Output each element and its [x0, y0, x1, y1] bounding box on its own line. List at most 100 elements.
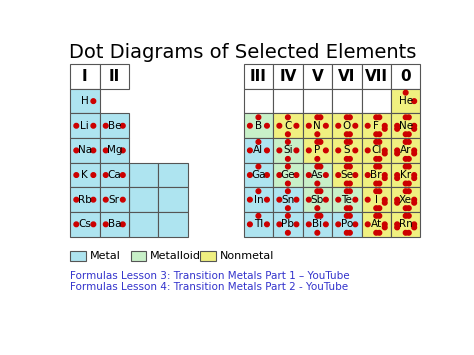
Bar: [391, 187, 420, 212]
Circle shape: [403, 115, 408, 120]
Bar: [273, 114, 302, 138]
Circle shape: [256, 189, 261, 193]
Circle shape: [374, 115, 379, 120]
Circle shape: [374, 230, 379, 235]
Circle shape: [383, 197, 387, 202]
Bar: [302, 114, 332, 138]
Circle shape: [377, 157, 382, 161]
Circle shape: [365, 173, 370, 178]
Text: VII: VII: [365, 69, 388, 84]
Text: Li: Li: [81, 121, 89, 131]
Bar: [302, 163, 332, 187]
Text: Na: Na: [78, 146, 92, 155]
Circle shape: [403, 230, 408, 235]
Circle shape: [336, 148, 341, 153]
Circle shape: [315, 140, 319, 144]
Bar: [273, 212, 302, 237]
Circle shape: [91, 124, 96, 128]
Text: III: III: [250, 69, 267, 84]
Circle shape: [324, 148, 328, 153]
Text: As: As: [311, 170, 324, 180]
Text: Ne: Ne: [399, 121, 413, 131]
Circle shape: [336, 197, 341, 202]
Circle shape: [294, 173, 299, 178]
Text: Ca: Ca: [108, 170, 121, 180]
Circle shape: [383, 222, 387, 226]
Circle shape: [345, 214, 349, 218]
Circle shape: [91, 222, 96, 226]
Bar: [100, 114, 129, 138]
Text: Tl: Tl: [254, 219, 263, 229]
Circle shape: [315, 115, 319, 120]
Circle shape: [395, 151, 400, 156]
Text: Sb: Sb: [310, 195, 324, 205]
Circle shape: [347, 140, 352, 144]
Bar: [130, 251, 146, 261]
Text: Dot Diagrams of Selected Elements: Dot Diagrams of Selected Elements: [69, 43, 417, 62]
Circle shape: [365, 148, 370, 153]
Circle shape: [285, 206, 290, 211]
Circle shape: [347, 230, 352, 235]
Text: VI: VI: [338, 69, 356, 84]
Text: Nonmetal: Nonmetal: [219, 251, 274, 261]
Circle shape: [395, 225, 400, 230]
Circle shape: [365, 124, 370, 128]
Circle shape: [277, 173, 282, 178]
Circle shape: [247, 148, 252, 153]
Circle shape: [406, 164, 411, 169]
Circle shape: [412, 197, 417, 202]
Text: Ba: Ba: [108, 219, 121, 229]
Circle shape: [307, 197, 311, 202]
Circle shape: [324, 124, 328, 128]
Circle shape: [347, 157, 352, 161]
Circle shape: [315, 206, 319, 211]
Bar: [391, 89, 420, 114]
Circle shape: [374, 132, 379, 137]
Bar: [129, 187, 158, 212]
Circle shape: [345, 157, 349, 161]
Circle shape: [294, 148, 299, 153]
Text: H: H: [81, 96, 89, 106]
Circle shape: [365, 197, 370, 202]
Circle shape: [403, 181, 408, 186]
Circle shape: [324, 197, 328, 202]
Text: IV: IV: [279, 69, 297, 84]
Bar: [362, 114, 391, 138]
Circle shape: [264, 148, 269, 153]
Circle shape: [247, 222, 252, 226]
Circle shape: [307, 148, 311, 153]
Bar: [201, 251, 216, 261]
Circle shape: [374, 157, 379, 161]
Circle shape: [406, 214, 411, 218]
Circle shape: [256, 214, 261, 218]
Circle shape: [285, 140, 290, 144]
Circle shape: [383, 201, 387, 205]
Circle shape: [103, 148, 108, 153]
Circle shape: [74, 173, 79, 178]
Circle shape: [395, 222, 400, 226]
Bar: [332, 89, 362, 114]
Circle shape: [347, 214, 352, 218]
Circle shape: [412, 201, 417, 205]
Circle shape: [345, 189, 349, 193]
Bar: [391, 212, 420, 237]
Circle shape: [256, 164, 261, 169]
Circle shape: [406, 181, 411, 186]
Circle shape: [264, 124, 269, 128]
Circle shape: [403, 157, 408, 161]
Circle shape: [307, 222, 311, 226]
Bar: [158, 212, 188, 237]
Circle shape: [103, 173, 108, 178]
Text: Al: Al: [254, 146, 264, 155]
Bar: [391, 114, 420, 138]
Bar: [273, 64, 302, 89]
Bar: [332, 64, 362, 89]
Bar: [70, 251, 86, 261]
Bar: [70, 89, 100, 114]
Circle shape: [374, 214, 379, 218]
Circle shape: [91, 148, 96, 153]
Text: Se: Se: [340, 170, 353, 180]
Circle shape: [403, 140, 408, 144]
Circle shape: [347, 189, 352, 193]
Circle shape: [120, 222, 125, 226]
